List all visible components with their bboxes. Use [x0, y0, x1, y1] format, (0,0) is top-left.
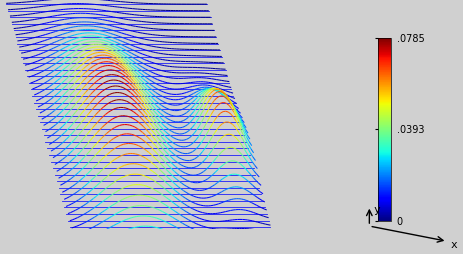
- Text: y: y: [373, 205, 380, 215]
- Text: x: x: [450, 240, 457, 250]
